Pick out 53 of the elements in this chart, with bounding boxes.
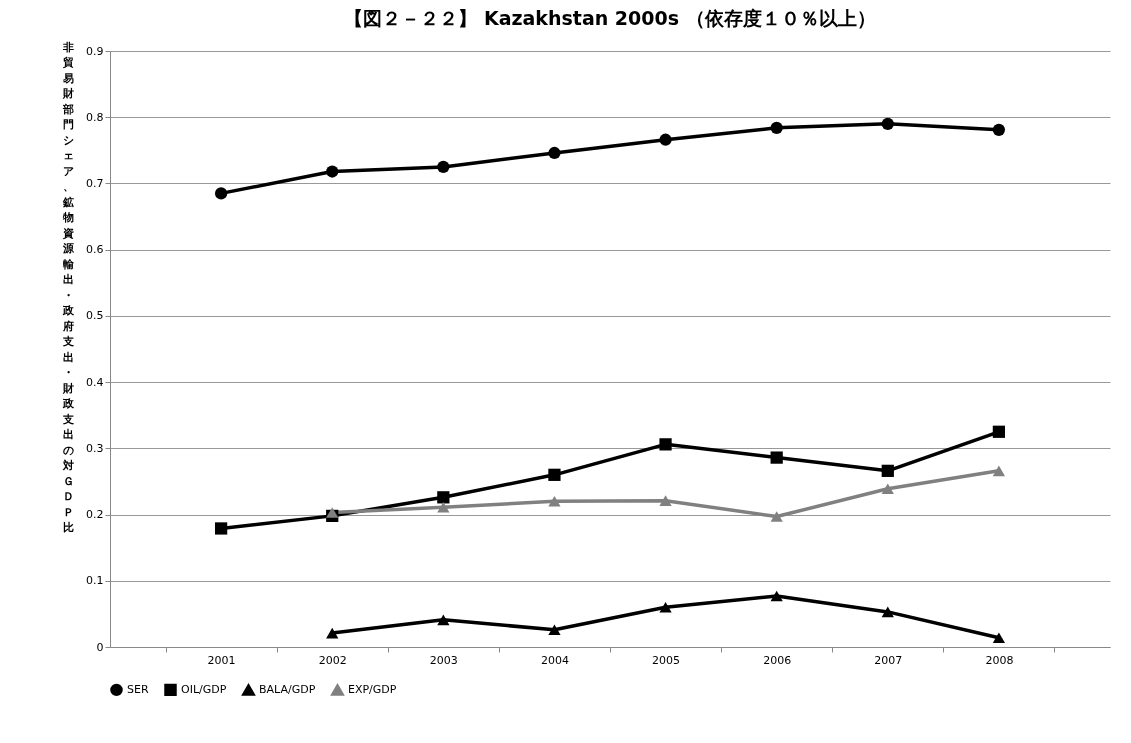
point bbox=[659, 601, 672, 613]
x-tick-label: 2007 bbox=[874, 653, 903, 667]
y-tick-label: 0.1 bbox=[86, 574, 104, 588]
legend-label: BALA/GDP bbox=[259, 683, 316, 697]
y-tick-label: 0.7 bbox=[86, 176, 104, 190]
y-tick-label: 0.6 bbox=[86, 243, 104, 257]
point bbox=[548, 624, 561, 636]
point bbox=[992, 465, 1006, 477]
point bbox=[326, 507, 339, 518]
point bbox=[437, 160, 450, 173]
y-tick-label: 0.5 bbox=[86, 309, 104, 323]
x-tick-label: 2004 bbox=[540, 653, 569, 667]
point bbox=[770, 590, 783, 602]
point bbox=[881, 483, 894, 495]
point bbox=[214, 187, 228, 200]
y-tick-label: 0.9 bbox=[86, 44, 104, 58]
legend-label: SER bbox=[127, 682, 149, 696]
legend-label: OIL/GDP bbox=[181, 682, 227, 696]
y-tick-label: 0.2 bbox=[86, 508, 104, 522]
point bbox=[326, 165, 339, 178]
text: 非貿易財部門シェア、鉱物資源輸出・政府支出・財政支出の対ＧＤＰ比 bbox=[63, 40, 74, 534]
point bbox=[992, 123, 1006, 136]
x-tick-label: 2006 bbox=[763, 653, 792, 667]
legend-label: EXP/GDP bbox=[348, 683, 397, 697]
x-tick-label: 2005 bbox=[652, 653, 681, 667]
point bbox=[326, 627, 339, 639]
x-tick-label: 2001 bbox=[207, 653, 236, 667]
point bbox=[881, 464, 894, 477]
point bbox=[881, 117, 894, 130]
point bbox=[770, 511, 783, 522]
point bbox=[548, 468, 561, 481]
point bbox=[659, 495, 672, 506]
y-tick-label: 0.3 bbox=[86, 441, 104, 455]
chart-title: 【図２－２２】 Kazakhstan 2000s （依存度１０％以上） bbox=[344, 7, 876, 29]
point bbox=[992, 632, 1006, 644]
x-tick-label: 2008 bbox=[985, 653, 1014, 667]
y-tick-label: 0.8 bbox=[86, 110, 104, 124]
point bbox=[214, 522, 228, 535]
point bbox=[437, 501, 450, 513]
point bbox=[548, 496, 561, 507]
point bbox=[770, 121, 783, 134]
point bbox=[881, 606, 894, 618]
point bbox=[659, 438, 672, 451]
x-tick-label: 2003 bbox=[429, 653, 458, 667]
point bbox=[548, 146, 561, 160]
y-tick-label: 0.4 bbox=[86, 375, 104, 389]
point bbox=[992, 425, 1006, 438]
x-tick-label: 2002 bbox=[318, 653, 347, 667]
point bbox=[437, 491, 450, 504]
point bbox=[437, 614, 450, 626]
point bbox=[770, 451, 783, 464]
point bbox=[659, 133, 672, 146]
y-tick-label: 0 bbox=[96, 640, 104, 654]
